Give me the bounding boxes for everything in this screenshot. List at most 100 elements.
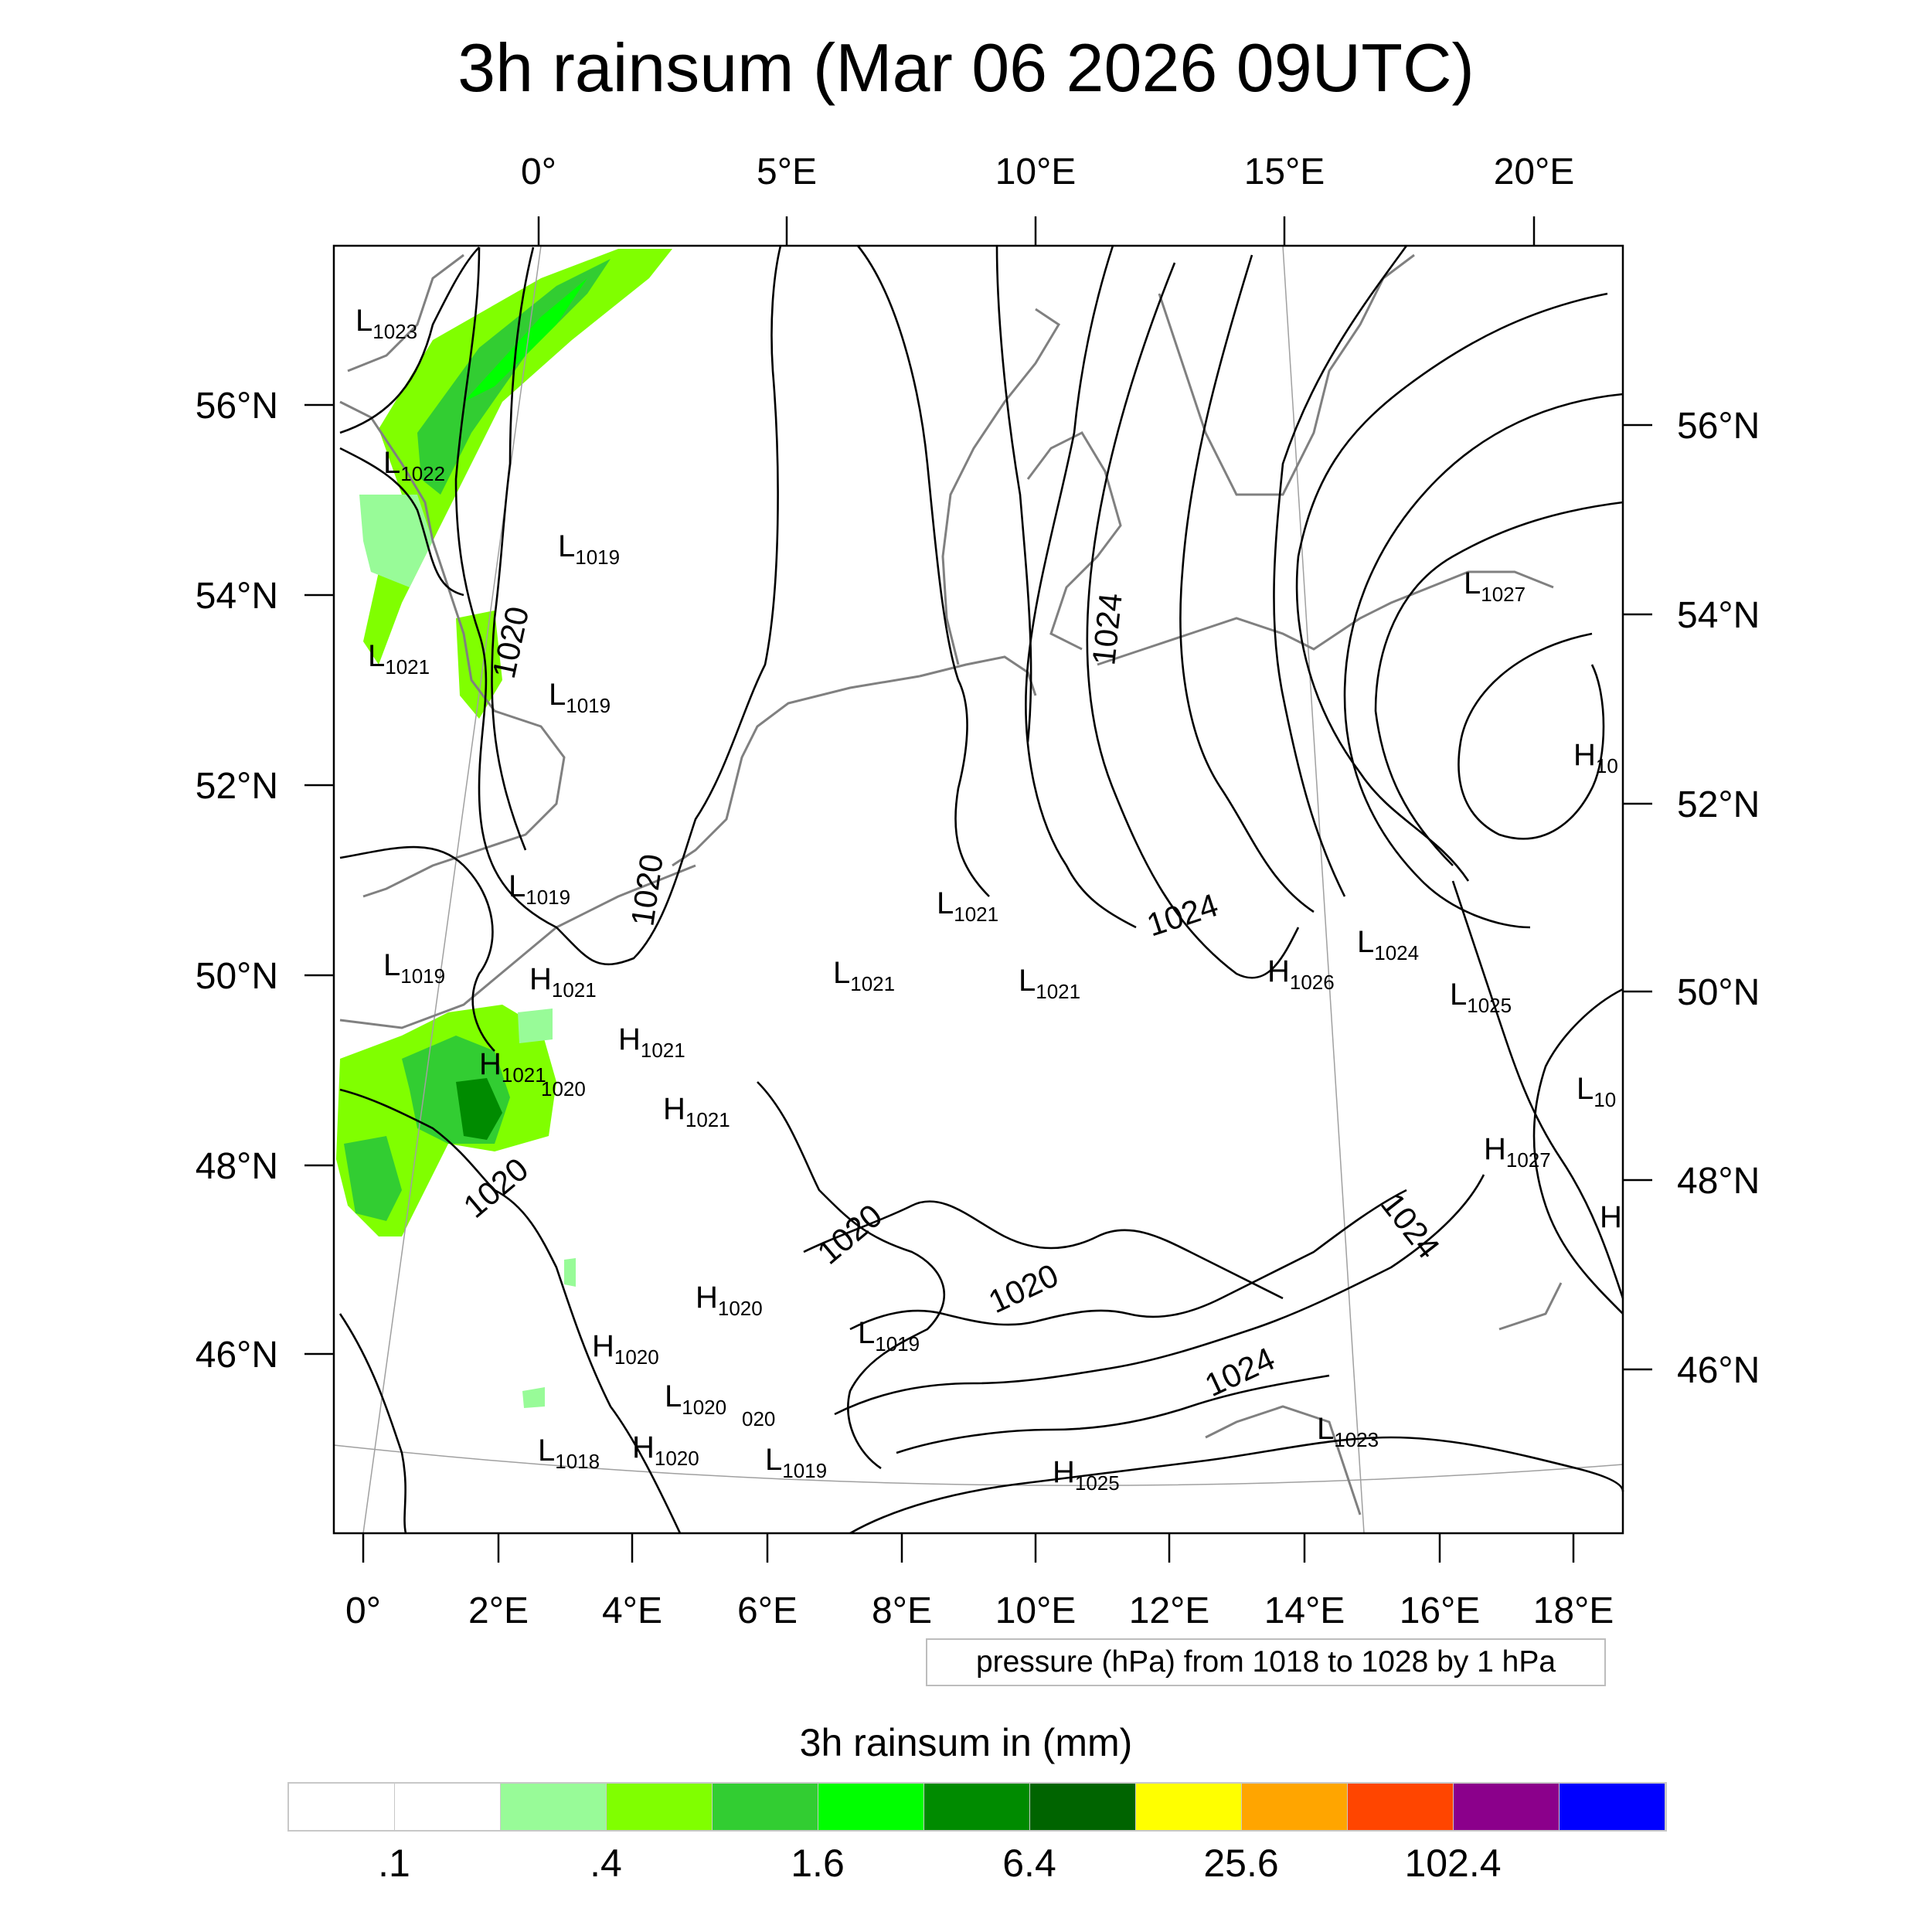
pressure-center: L1019: [383, 948, 445, 988]
right-lat-label: 46°N: [1677, 1350, 1760, 1391]
colorbar-cell: [1136, 1784, 1242, 1830]
colorbar-cell: [1454, 1784, 1560, 1830]
right-lat-label: 48°N: [1677, 1161, 1760, 1202]
colorbar-cell: [713, 1784, 818, 1830]
bottom-lon-label: 4°E: [602, 1590, 662, 1631]
right-lat-labels: 56°N 54°N 52°N 50°N 48°N 46°N: [1677, 406, 1760, 1391]
top-lon-labels: 0° 5°E 10°E 15°E 20°E: [521, 151, 1574, 192]
colorbar-cell: [395, 1784, 501, 1830]
colorbar-label: 1.6: [791, 1842, 845, 1885]
rain-spot-2: [522, 1387, 545, 1408]
colorbar-label: 6.4: [1002, 1842, 1056, 1885]
colorbar-label: .4: [590, 1842, 622, 1885]
rain-shading: [336, 249, 672, 1408]
left-lat-label: 46°N: [196, 1335, 278, 1376]
pressure-center: H1026: [1267, 954, 1335, 994]
colorbar-cell: [501, 1784, 607, 1830]
colorbar-cell: [818, 1784, 924, 1830]
colorbar-label: 25.6: [1203, 1842, 1279, 1885]
colorbar-cell: [1030, 1784, 1136, 1830]
pressure-center: H1020: [632, 1430, 699, 1470]
map-frame: [332, 244, 1624, 1535]
bottom-lon-label: 16°E: [1400, 1590, 1481, 1631]
rain-patch-east: [518, 1009, 553, 1043]
rain-patch-west: [359, 495, 433, 587]
pressure-center: L1018: [538, 1434, 600, 1473]
coast-baltic: [1097, 570, 1554, 666]
coast-italy-north: [1205, 1405, 1362, 1515]
pressure-center: L1019: [858, 1316, 920, 1355]
legend-title: 3h rainsum in (mm): [799, 1721, 1133, 1764]
pressure-center: H1025: [1053, 1455, 1120, 1495]
rain-band-north-streak: [464, 278, 587, 402]
top-lon-label: 15°E: [1244, 151, 1325, 192]
pressure-center: H: [1600, 1200, 1622, 1234]
stray-label: 1020: [541, 1077, 586, 1100]
pressure-center: H1021: [618, 1022, 685, 1062]
isobars: [338, 245, 1624, 1535]
pressure-center: H1021: [663, 1092, 730, 1131]
coast-denmark: [941, 308, 1122, 665]
bottom-lon-label: 12°E: [1129, 1590, 1210, 1631]
colorbar-label: 102.4: [1404, 1842, 1502, 1885]
colorbar-cell: [289, 1784, 395, 1830]
rain-spot-1: [564, 1258, 576, 1287]
pressure-centers: L1023 L1022 L1019 L1021 L1019 L1019 L101…: [355, 304, 1622, 1495]
pressure-center: L1021: [1019, 964, 1080, 1003]
left-lat-label: 56°N: [196, 386, 278, 427]
map-title: 3h rainsum (Mar 06 2026 09UTC): [457, 29, 1475, 106]
pressure-center: H1021: [529, 962, 597, 1002]
pressure-center: L1025: [1450, 978, 1512, 1017]
pressure-center: L1019: [549, 678, 611, 717]
left-lat-labels: 56°N 54°N 52°N 50°N 48°N 46°N: [196, 386, 278, 1376]
colorbar-cell: [924, 1784, 1030, 1830]
bottom-lon-label: 8°E: [872, 1590, 932, 1631]
top-lon-label: 0°: [521, 151, 556, 192]
pressure-center: L1021: [937, 886, 998, 926]
right-lat-label: 52°N: [1677, 784, 1760, 825]
top-lon-label: 20°E: [1494, 151, 1575, 192]
pressure-center: L1027: [1464, 566, 1526, 606]
map-plot-area: [332, 244, 1624, 1535]
stray-label: 020: [742, 1407, 775, 1430]
coast-benelux: [672, 675, 920, 867]
contour-info-box: pressure (hPa) from 1018 to 1028 by 1 hP…: [926, 1638, 1606, 1686]
left-lat-label: 54°N: [196, 576, 278, 617]
pressure-center: L1023: [1317, 1412, 1379, 1451]
pressure-center: H10: [1573, 738, 1618, 777]
bottom-lon-label: 14°E: [1264, 1590, 1345, 1631]
colorbar: [287, 1782, 1667, 1832]
stray-labels: 1020 020: [541, 1077, 775, 1430]
colorbar-cell: [607, 1784, 713, 1830]
bottom-lon-labels: 0° 2°E 4°E 6°E 8°E 10°E 12°E 14°E 16°E 1…: [345, 1590, 1614, 1631]
pressure-center: H1020: [592, 1329, 659, 1369]
left-lat-label: 52°N: [196, 766, 278, 807]
pressure-center: L1021: [368, 639, 430, 679]
right-lat-label: 56°N: [1677, 406, 1760, 447]
top-lon-label: 10°E: [995, 151, 1077, 192]
bottom-lon-label: 2°E: [468, 1590, 529, 1631]
bottom-lon-label: 0°: [345, 1590, 381, 1631]
pressure-center: L1022: [383, 446, 445, 485]
right-lat-label: 54°N: [1677, 595, 1760, 636]
right-lat-label: 50°N: [1677, 972, 1760, 1013]
coast-britain: [339, 253, 566, 898]
colorbar-cell: [1560, 1784, 1665, 1830]
pressure-center: H1027: [1484, 1132, 1551, 1172]
colorbar-cell: [1348, 1784, 1454, 1830]
pressure-center: L1019: [509, 869, 570, 909]
pressure-center: L10: [1577, 1072, 1616, 1111]
pressure-center: L1024: [1357, 925, 1419, 964]
coast-balkan: [1498, 1282, 1563, 1331]
rain-patch-south-dark: [456, 1078, 502, 1140]
pressure-center: H1021: [479, 1047, 546, 1087]
colorbar-cell: [1242, 1784, 1348, 1830]
coast-sweden: [1158, 253, 1415, 496]
pressure-center: H1020: [696, 1281, 763, 1320]
rain-band-north: [363, 249, 672, 665]
pressure-center: L1023: [355, 304, 417, 343]
rain-patch-southwest: [344, 1136, 402, 1221]
pressure-center: L1020: [665, 1379, 726, 1419]
pressure-center: L1021: [833, 956, 895, 995]
